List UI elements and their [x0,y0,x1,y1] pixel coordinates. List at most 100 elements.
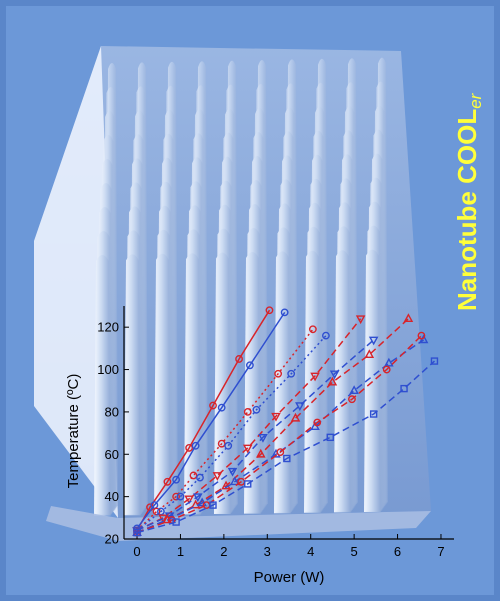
data-point [265,306,274,315]
data-point [283,454,291,463]
nanotube-fin [304,250,321,513]
x-tick-label: 5 [351,544,358,559]
nanotube-fin [154,253,171,515]
data-point [242,444,253,454]
data-point [243,408,252,416]
data-point [176,492,185,501]
series-line [136,309,271,531]
data-point [184,495,194,505]
data-point [290,412,301,422]
brand-title: Nanotube COOLer [452,92,485,311]
data-point [190,499,201,509]
data-point [258,434,268,443]
data-point [327,376,338,386]
data-point [189,471,198,480]
y-axis-label: Temperature (ºC) [65,374,82,489]
x-tick-label: 4 [307,544,314,559]
svg-text:Nanotube COOLer: Nanotube COOLer [452,92,485,311]
data-point [326,433,334,442]
data-point [308,325,317,334]
data-point [217,439,226,448]
y-tick-label: 120 [97,320,119,335]
x-tick-label: 1 [177,544,184,559]
data-point [310,372,320,382]
data-point [364,349,375,359]
data-point [172,475,181,484]
data-point [217,403,226,412]
data-point [403,313,414,323]
data-point [191,441,200,450]
data-point [255,448,266,458]
nanotube-fin [214,252,231,514]
nanotube-fin [94,255,111,516]
data-point [382,365,391,374]
data-point [329,370,340,380]
series-line [136,335,422,534]
x-tick-label: 3 [264,544,271,559]
series-10 [133,357,439,537]
data-point [430,357,439,365]
data-point [172,518,180,526]
y-tick-label: 100 [97,362,119,377]
data-point [313,418,322,427]
temperature-chart: 0 1 2 3 4 5 6 7 20 40 60 80 100 120 Power (W) Tempera… [65,306,454,586]
series-line [136,311,286,529]
nanotube-fin [364,249,381,512]
nanotube-fin [334,250,351,513]
data-point [280,308,289,317]
data-point [244,480,252,488]
data-point [212,472,223,481]
x-tick-label: 7 [437,544,444,559]
series-line [136,339,375,532]
data-point [209,401,217,410]
data-point [295,402,305,412]
data-point [252,405,261,414]
y-tick-label: 60 [105,447,119,462]
data-point [133,528,141,537]
series-line [136,339,425,534]
y-tick-label: 40 [105,489,119,504]
x-tick-label: 2 [220,544,227,559]
data-point [227,467,238,477]
data-point [209,501,217,509]
data-point [274,369,283,378]
data-point [276,448,285,457]
series-line [136,360,436,534]
data-point [400,384,408,393]
data-point [172,492,181,501]
series-line [136,318,409,534]
data-point [185,444,194,452]
data-point [322,331,330,340]
y-tick-label: 20 [105,532,119,547]
series-2 [133,308,289,533]
x-tick-label: 0 [133,544,140,559]
brand-suffix: er [466,92,485,108]
data-point [235,355,243,363]
series-7 [132,313,414,536]
figure-canvas: Nanotube COOLer 0 1 2 3 4 5 6 7 20 40 60 80 100 120 P… [34,46,485,586]
nanotube-fin [124,254,141,516]
data-point [221,480,231,490]
data-point [355,315,366,325]
data-point [287,369,296,378]
x-axis-label: Power (W) [254,569,325,586]
data-point [246,361,254,370]
data-point [224,441,233,450]
y-tick-label: 80 [105,404,119,419]
data-point [196,473,204,482]
nanotube-fin [274,251,291,514]
x-tick-label: 6 [394,544,401,559]
data-point [384,357,394,367]
data-point [163,477,172,486]
data-point [349,385,359,395]
nanotube-heatsink-image [34,46,431,541]
brand-main: Nanotube COOL [452,109,482,311]
data-point [368,336,379,346]
data-point [369,410,378,418]
data-point [229,476,240,486]
data-point [271,412,281,422]
data-point [193,493,203,503]
data-point [158,514,168,524]
data-point [417,331,426,340]
